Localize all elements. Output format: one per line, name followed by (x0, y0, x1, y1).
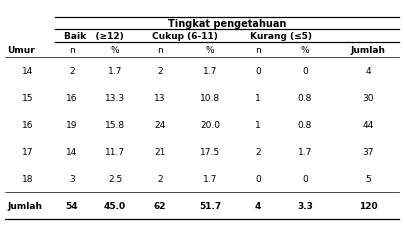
Text: 2: 2 (255, 148, 261, 156)
Text: Baik   (≥12): Baik (≥12) (63, 32, 123, 41)
Text: 11.7: 11.7 (105, 148, 125, 156)
Text: n: n (255, 46, 261, 55)
Text: 37: 37 (362, 148, 374, 156)
Text: 10.8: 10.8 (200, 94, 220, 102)
Text: Kurang (≤5): Kurang (≤5) (250, 32, 313, 41)
Text: 17.5: 17.5 (200, 148, 220, 156)
Text: 3: 3 (69, 174, 75, 183)
Text: 16: 16 (22, 120, 34, 130)
Text: 18: 18 (22, 174, 34, 183)
Text: %: % (111, 46, 119, 55)
Text: Cukup (6-11): Cukup (6-11) (152, 32, 218, 41)
Text: 0: 0 (302, 174, 308, 183)
Text: Jumlah: Jumlah (7, 201, 42, 210)
Text: 24: 24 (154, 120, 166, 130)
Text: 1.7: 1.7 (203, 67, 217, 76)
Text: 0: 0 (255, 174, 261, 183)
Text: Jumlah: Jumlah (351, 46, 385, 55)
Text: 1.7: 1.7 (203, 174, 217, 183)
Text: 17: 17 (22, 148, 34, 156)
Text: 120: 120 (359, 201, 377, 210)
Text: 1: 1 (255, 94, 261, 102)
Text: 20.0: 20.0 (200, 120, 220, 130)
Text: 30: 30 (362, 94, 374, 102)
Text: 0.8: 0.8 (298, 120, 312, 130)
Text: 21: 21 (154, 148, 166, 156)
Text: 0: 0 (302, 67, 308, 76)
Text: 1.7: 1.7 (108, 67, 122, 76)
Text: 3.3: 3.3 (297, 201, 313, 210)
Text: n: n (69, 46, 75, 55)
Text: 13.3: 13.3 (105, 94, 125, 102)
Text: 0: 0 (255, 67, 261, 76)
Text: 1: 1 (255, 120, 261, 130)
Text: 45.0: 45.0 (104, 201, 126, 210)
Text: 44: 44 (362, 120, 374, 130)
Text: 1.7: 1.7 (298, 148, 312, 156)
Text: 5: 5 (365, 174, 371, 183)
Text: n: n (157, 46, 163, 55)
Text: Umur: Umur (7, 46, 35, 55)
Text: 51.7: 51.7 (199, 201, 221, 210)
Text: %: % (301, 46, 309, 55)
Text: %: % (206, 46, 214, 55)
Text: 2: 2 (157, 67, 163, 76)
Text: 4: 4 (255, 201, 261, 210)
Text: 16: 16 (66, 94, 78, 102)
Text: 4: 4 (365, 67, 371, 76)
Text: 15.8: 15.8 (105, 120, 125, 130)
Text: 13: 13 (154, 94, 166, 102)
Text: 2: 2 (69, 67, 75, 76)
Text: 14: 14 (66, 148, 78, 156)
Text: 14: 14 (22, 67, 34, 76)
Text: 2: 2 (157, 174, 163, 183)
Text: Tingkat pengetahuan: Tingkat pengetahuan (168, 19, 286, 29)
Text: 19: 19 (66, 120, 78, 130)
Text: 0.8: 0.8 (298, 94, 312, 102)
Text: 54: 54 (66, 201, 78, 210)
Text: 2.5: 2.5 (108, 174, 122, 183)
Text: 15: 15 (22, 94, 34, 102)
Text: 62: 62 (154, 201, 166, 210)
